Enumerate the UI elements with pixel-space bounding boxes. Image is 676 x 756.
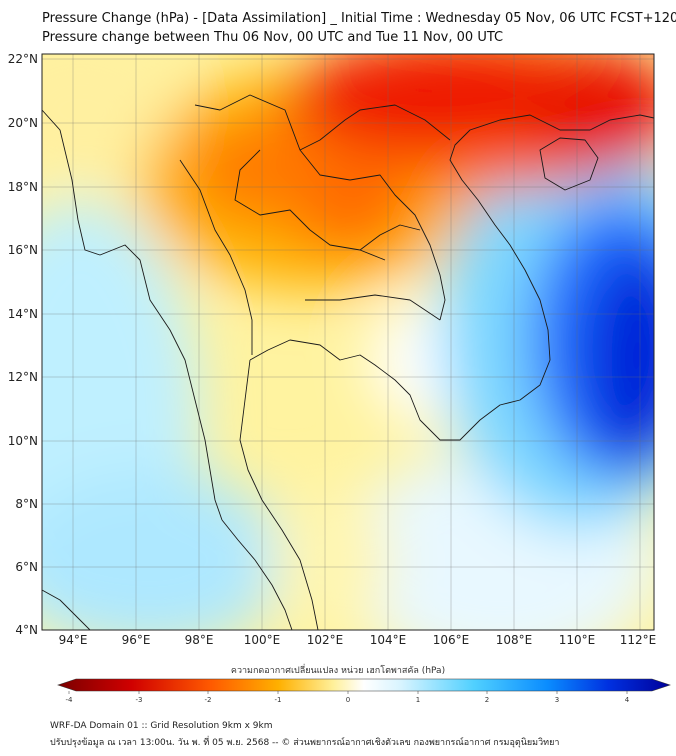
lon-tick-label: 106°E (433, 633, 470, 647)
colorbar-tick-label: -3 (136, 696, 143, 704)
lat-tick-label: 4°N (15, 623, 38, 637)
colorbar-bar (57, 678, 671, 692)
lat-tick-label: 6°N (15, 560, 38, 574)
map-title: Pressure Change (hPa) - [Data Assimilati… (42, 11, 676, 26)
lon-tick-label: 98°E (185, 633, 214, 647)
colorbar-label: ความกดอากาศเปลี่ยนแปลง หน่วย เฮกโตพาสคัล… (230, 666, 446, 676)
footer-credit: ปรับปรุงข้อมูล ณ เวลา 13:00น. วัน พ. ที่… (50, 738, 560, 748)
colorbar-tick-marks (68, 691, 628, 694)
lon-tick-label: 100°E (244, 633, 281, 647)
longitude-axis: 94°E 96°E 98°E 100°E 102°E 104°E 106°E 1… (59, 633, 657, 647)
footer-model-info: WRF-DA Domain 01 :: Grid Resolution 9km … (50, 721, 273, 731)
map-subtitle: Pressure change between Thu 06 Nov, 00 U… (42, 30, 504, 45)
lon-tick-label: 94°E (59, 633, 88, 647)
colorbar-tick-label: 3 (555, 696, 559, 704)
lon-tick-label: 110°E (559, 633, 596, 647)
lat-tick-label: 12°N (8, 370, 38, 384)
colorbar-tick-label: 1 (416, 696, 420, 704)
colorbar-tick-label: 0 (346, 696, 350, 704)
colorbar: -4 -3 -2 -1 0 1 2 3 4 (57, 678, 671, 704)
lat-tick-label: 14°N (8, 307, 38, 321)
lon-tick-label: 104°E (370, 633, 407, 647)
graticule (42, 54, 654, 630)
colorbar-tick-label: 2 (485, 696, 489, 704)
lat-tick-label: 20°N (8, 116, 38, 130)
lat-tick-label: 18°N (8, 180, 38, 194)
lon-tick-label: 96°E (122, 633, 151, 647)
colorbar-tick-label: -2 (205, 696, 212, 704)
coastlines (42, 94, 654, 630)
lon-tick-label: 112°E (620, 633, 657, 647)
latitude-axis: 22°N 20°N 18°N 16°N 14°N 12°N 10°N 8°N 6… (8, 52, 38, 637)
lat-tick-label: 16°N (8, 243, 38, 257)
lat-tick-label: 8°N (15, 497, 38, 511)
colorbar-tick-label: 4 (625, 696, 630, 704)
lat-tick-label: 22°N (8, 52, 38, 66)
lon-tick-label: 102°E (307, 633, 344, 647)
pressure-field (42, 54, 654, 630)
lat-tick-label: 10°N (8, 434, 38, 448)
map-frame (41, 53, 655, 631)
colorbar-tick-label: -4 (66, 696, 74, 704)
lon-tick-label: 108°E (496, 633, 533, 647)
colorbar-tick-label: -1 (275, 696, 282, 704)
